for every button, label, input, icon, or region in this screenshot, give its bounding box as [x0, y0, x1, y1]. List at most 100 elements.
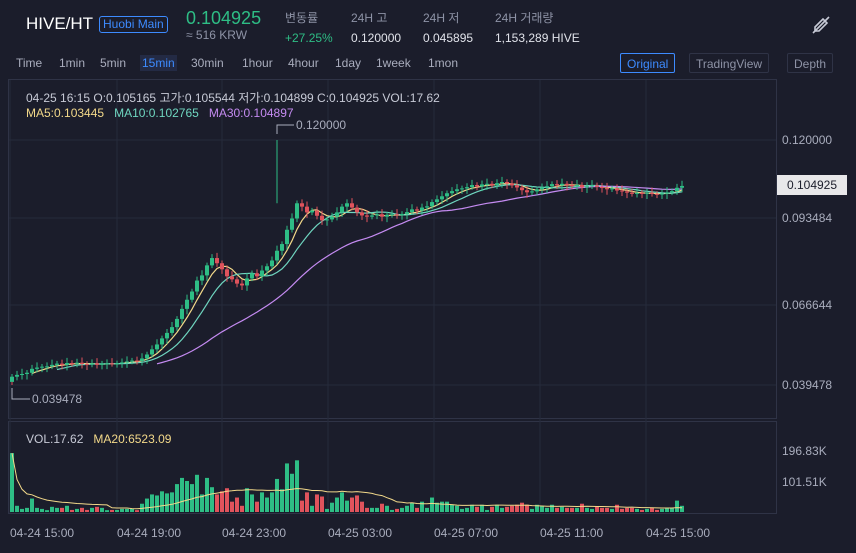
- volume-bar: [20, 508, 24, 512]
- candle: [380, 209, 384, 222]
- candle-body: [615, 188, 619, 191]
- candle: [300, 199, 304, 212]
- timeframe-1day[interactable]: 1day: [335, 56, 362, 70]
- candle: [340, 203, 344, 217]
- volume-bar: [295, 460, 299, 512]
- candle-body: [540, 187, 544, 190]
- candle: [675, 183, 679, 195]
- ohlc-legend: 04-25 16:15 O:0.105165 고가:0.105544 저가:0.…: [26, 91, 440, 105]
- candle-body: [340, 206, 344, 213]
- volume-bar: [120, 508, 124, 512]
- candle-body: [570, 185, 574, 187]
- view-original-button[interactable]: Original: [620, 53, 676, 73]
- candle-body: [15, 374, 19, 377]
- volume-bar: [240, 505, 244, 512]
- candle-body: [375, 214, 379, 216]
- volume-bar: [505, 506, 509, 512]
- candle-body: [575, 185, 579, 187]
- timeframe-1mon[interactable]: 1mon: [428, 56, 459, 70]
- pen-off-icon[interactable]: [810, 14, 832, 36]
- candle-body: [430, 202, 434, 207]
- candle-body: [310, 210, 314, 213]
- volume-bar: [435, 502, 439, 512]
- candle-body: [660, 193, 664, 195]
- candle-body: [180, 308, 184, 319]
- timeframe-time[interactable]: Time: [16, 56, 43, 70]
- candle-body: [275, 250, 279, 261]
- candle: [160, 335, 164, 350]
- candle-body: [630, 192, 634, 194]
- view-tradingview-button[interactable]: TradingView: [689, 53, 770, 73]
- volume-bar: [220, 491, 224, 512]
- candle-body: [450, 191, 454, 194]
- volume-bar: [525, 504, 529, 512]
- volume-bar: [670, 507, 674, 512]
- volume-bar: [290, 473, 294, 512]
- candle-body: [220, 263, 224, 270]
- volume-legend: VOL:17.62 MA20:6523.09: [26, 432, 171, 446]
- candle: [165, 328, 169, 344]
- volume-bar: [550, 504, 554, 512]
- candle: [630, 188, 634, 197]
- candle-body: [580, 185, 584, 188]
- volume-bar: [405, 505, 409, 512]
- candle-body: [155, 344, 159, 350]
- candle-body: [45, 366, 49, 368]
- ma-legend: MA5:0.103445 MA10:0.102765 MA30:0.104897: [26, 106, 294, 120]
- candle-body: [585, 186, 589, 188]
- volume-bar: [445, 501, 449, 512]
- volume-bar: [590, 508, 594, 512]
- candle-body: [640, 192, 644, 194]
- volume-bar: [450, 504, 454, 512]
- candle: [205, 262, 209, 281]
- volume-ma-line: [11, 453, 683, 510]
- candle: [120, 358, 124, 368]
- candle-body: [525, 190, 529, 193]
- volume-bar: [420, 501, 424, 512]
- candle-body: [90, 363, 94, 365]
- timeframe-15min[interactable]: 15min: [140, 55, 177, 71]
- candle: [510, 179, 514, 189]
- candle-body: [495, 183, 499, 186]
- candle: [30, 364, 34, 376]
- candle: [660, 189, 664, 200]
- candle: [220, 260, 224, 274]
- candle: [615, 184, 619, 195]
- volume-bar: [400, 507, 404, 512]
- candle-body: [20, 373, 24, 375]
- candle: [610, 185, 614, 193]
- volume-bar: [80, 507, 84, 512]
- volume-bar: [285, 463, 289, 512]
- candle-body: [295, 203, 299, 219]
- volume-bar: [570, 507, 574, 512]
- volume-bar: [170, 492, 174, 512]
- timeframe-1min[interactable]: 1min: [59, 56, 86, 70]
- candle: [80, 357, 84, 369]
- candle: [650, 187, 654, 197]
- volume-bar: [340, 492, 344, 512]
- volume-bar: [35, 507, 39, 512]
- candle-body: [40, 366, 44, 368]
- volume-bar: [440, 501, 444, 512]
- volume-bar: [475, 506, 479, 512]
- candle-body: [400, 213, 404, 216]
- candle-body: [335, 212, 339, 217]
- candle-body: [455, 189, 459, 192]
- pair-title[interactable]: HIVE/HT: [26, 14, 94, 33]
- timeframe-1week[interactable]: 1week: [376, 56, 411, 70]
- volume-chart-frame[interactable]: [8, 421, 777, 514]
- volume-bar: [655, 509, 659, 512]
- candle-body: [590, 185, 594, 187]
- timeframe-4hour[interactable]: 4hour: [288, 56, 319, 70]
- volume-bar: [40, 508, 44, 512]
- timeframe-1hour[interactable]: 1hour: [242, 56, 273, 70]
- volume-bar: [335, 497, 339, 512]
- volume-bar: [375, 507, 379, 512]
- vol-legend: VOL:17.62: [26, 432, 84, 446]
- price-chart-frame[interactable]: [8, 79, 777, 419]
- timeframe-30min[interactable]: 30min: [191, 56, 224, 70]
- view-depth-button[interactable]: Depth: [787, 53, 834, 73]
- candle-body: [100, 363, 104, 365]
- candle: [455, 184, 459, 195]
- timeframe-5min[interactable]: 5min: [100, 56, 127, 70]
